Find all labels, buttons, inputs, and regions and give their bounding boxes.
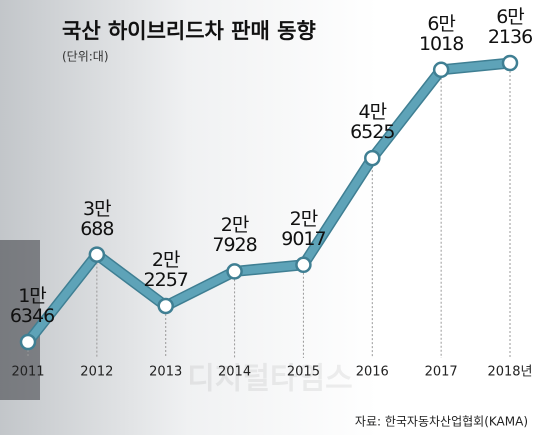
x-tick-label: 2016 <box>356 365 389 380</box>
watermark: 디지털타임스 <box>187 362 353 397</box>
point <box>501 54 519 72</box>
chart-subtitle: (단위:대) <box>62 50 109 64</box>
value-label: 2만 9017 <box>281 207 326 250</box>
x-tick-label: 2011 <box>11 365 44 380</box>
point <box>157 297 174 315</box>
point <box>19 333 37 351</box>
x-tick-label: 2015 <box>287 365 320 380</box>
value-label: 1만 6346 <box>9 285 55 327</box>
x-tick-label: 2014 <box>218 365 251 380</box>
point <box>364 149 381 167</box>
background-car <box>0 240 40 400</box>
x-tick-label: 2013 <box>149 365 182 380</box>
value-label: 6만 1018 <box>418 12 464 55</box>
x-tick-label: 2012 <box>80 365 113 380</box>
point <box>295 256 312 274</box>
value-label: 6만 2136 <box>487 6 533 48</box>
value-label: 2만 2257 <box>143 248 189 291</box>
point <box>88 246 106 263</box>
line <box>24 59 511 345</box>
source: 자료: 한국자동차산업협회(KAMA) <box>355 415 528 429</box>
value-label: 3만 688 <box>80 197 114 240</box>
point <box>432 61 450 79</box>
chart-title: 국산 하이브리드차 판매 동향 <box>62 19 316 43</box>
x-tick-label: 2018년 <box>487 365 532 380</box>
value-label: 2만 7928 <box>212 214 257 257</box>
value-label: 4만 6525 <box>350 101 395 144</box>
x-tick-label: 2017 <box>425 365 458 380</box>
point <box>226 263 243 280</box>
